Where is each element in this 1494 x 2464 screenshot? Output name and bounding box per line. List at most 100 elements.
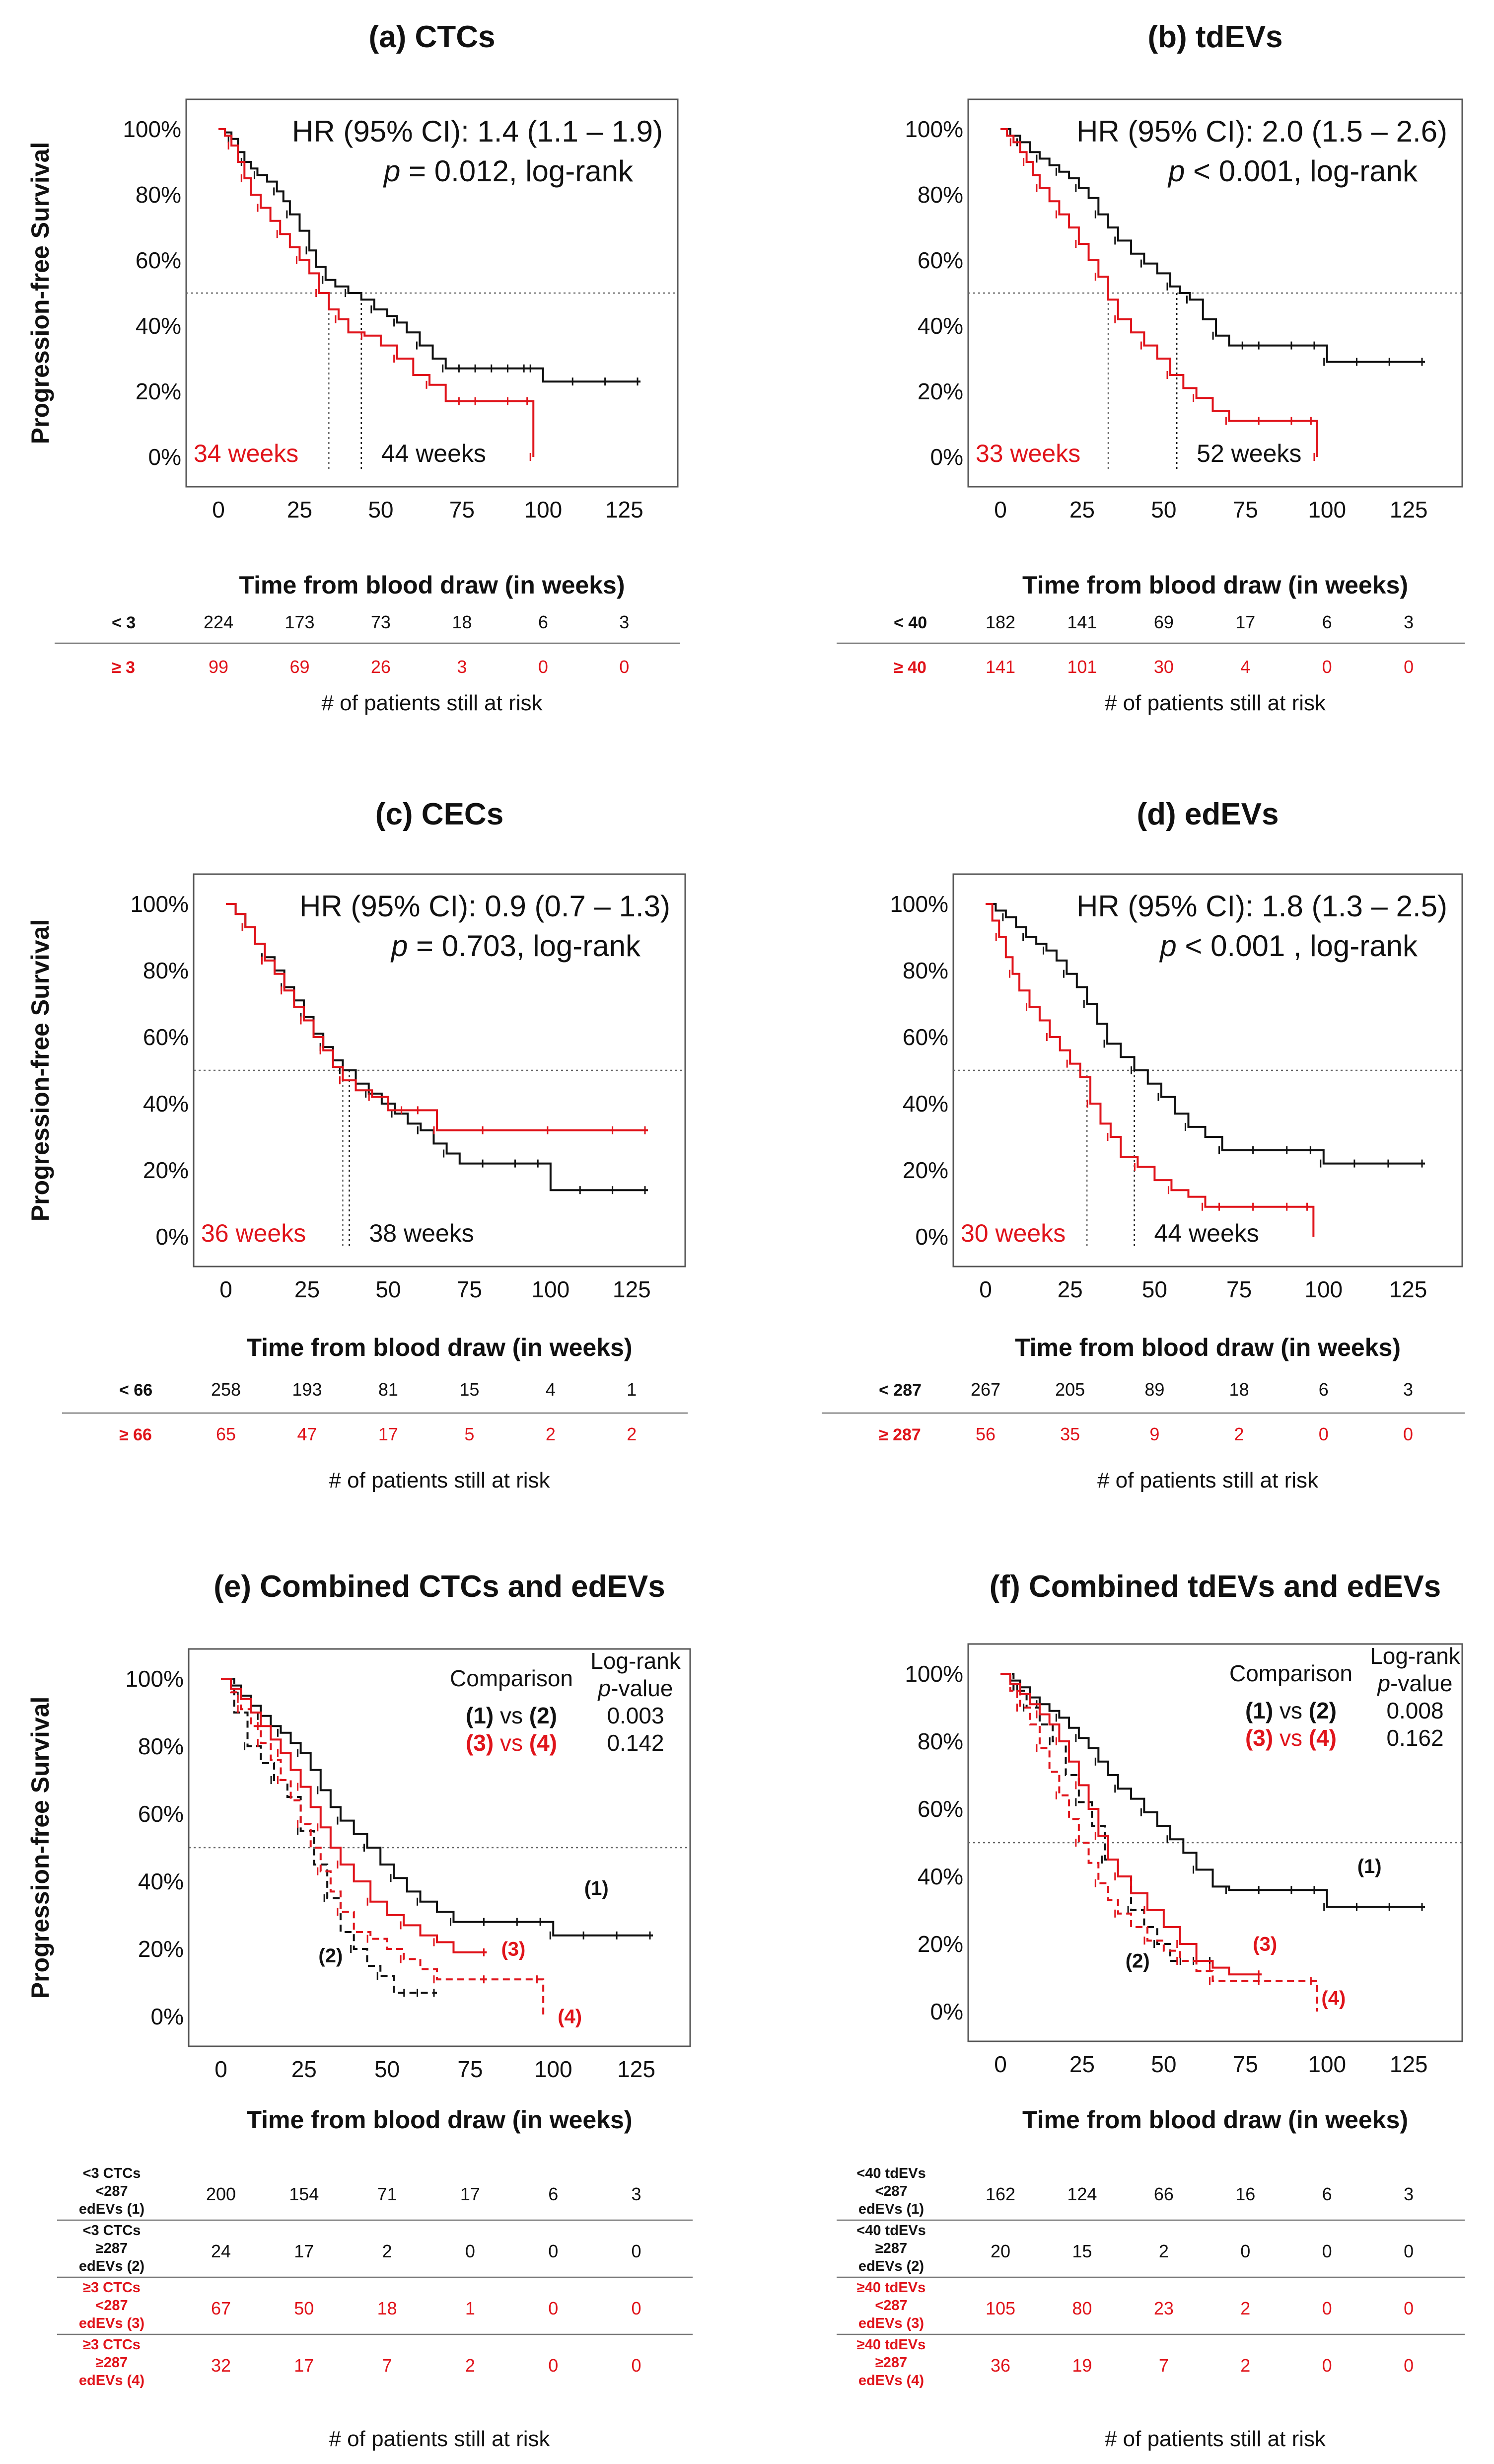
risk-value: 258 — [211, 1379, 241, 1400]
risk-value: 3 — [1404, 2184, 1414, 2204]
risk-row-label: <3 CTCs — [83, 2223, 141, 2239]
risk-row-label: ≥40 tdEVs — [857, 2280, 925, 2296]
panel-title: (e) Combined CTCs and edEVs — [213, 1569, 665, 1604]
risk-value: 4 — [546, 1379, 556, 1400]
panel-a: (a) CTCs Progression-free Survival 0% 20% 40… — [26, 20, 680, 715]
median-label: 44 weeks — [1154, 1219, 1259, 1247]
risk-value: 69 — [1154, 612, 1174, 632]
comparison-pair: (1) vs (2) — [466, 1703, 557, 1728]
y-tick-label: 100% — [890, 891, 948, 917]
risk-row-label: ≥3 CTCs — [83, 2337, 141, 2353]
hazard-ratio-label: HR (95% CI): — [292, 115, 477, 148]
y-tick-label: 0% — [930, 444, 963, 470]
x-tick-label: 50 — [368, 497, 393, 523]
risk-row-label: < 3 — [112, 613, 136, 632]
y-tick-label: 60% — [136, 247, 181, 273]
y-axis-label: Progression-free Survival — [26, 1697, 54, 1999]
x-axis-label: Time from blood draw (in weeks) — [247, 1334, 633, 1361]
median-label: 30 weeks — [961, 1219, 1066, 1247]
risk-row-label: < 287 — [879, 1381, 922, 1400]
y-tick-label: 60% — [138, 1801, 184, 1827]
comparison-pair: (3) vs (4) — [466, 1730, 557, 1756]
panel-title: (d) edEVs — [1137, 797, 1279, 831]
curve-label: (2) — [1126, 1950, 1150, 1972]
panel-title-prefix: (a) — [369, 20, 415, 54]
risk-footer: # of patients still at risk — [329, 1468, 550, 1493]
risk-value: 141 — [1067, 612, 1097, 632]
survival-curve — [226, 903, 648, 1192]
vs: vs — [1273, 1698, 1309, 1723]
y-tick-label: 40% — [918, 313, 963, 339]
survival-curve — [986, 903, 1315, 1237]
risk-value: 1 — [627, 1379, 637, 1400]
risk-value: 15 — [1072, 2241, 1092, 2261]
x-tick-label: 50 — [375, 1276, 401, 1302]
y-tick-label: 100% — [905, 116, 963, 142]
y-tick-label: 40% — [903, 1091, 948, 1117]
x-tick-label: 75 — [1233, 497, 1258, 523]
p-value: = 0.012, log-rank — [400, 154, 634, 188]
risk-value: 99 — [209, 657, 228, 677]
risk-row-label: edEVs (3) — [79, 2315, 144, 2331]
risk-row-label: ≥287 — [96, 2240, 128, 2256]
p-symbol: p — [1159, 929, 1176, 963]
risk-value: 193 — [292, 1379, 322, 1400]
risk-value: 30 — [1154, 657, 1174, 677]
x-tick-label: 0 — [212, 497, 225, 523]
group-b: (4) — [1309, 1725, 1337, 1751]
risk-value: 0 — [1319, 1424, 1329, 1444]
risk-value: 3 — [619, 612, 629, 632]
survival-curve — [226, 903, 648, 1131]
group-b: (4) — [529, 1730, 557, 1756]
comparison-p-value: 0.162 — [1386, 1725, 1443, 1751]
x-tick-label: 50 — [1151, 497, 1176, 523]
comparison-pair: (3) vs (4) — [1245, 1725, 1337, 1751]
panel-f: (f) Combined tdEVs and edEVs 0% 20% 40% 60% 8… — [837, 1569, 1465, 2451]
group-a: (1) — [1245, 1698, 1273, 1723]
risk-value: 17 — [1235, 612, 1255, 632]
p-value-text: p < 0.001 , log-rank — [1159, 929, 1418, 963]
risk-value: 0 — [1322, 657, 1332, 677]
survival-curve — [218, 128, 640, 383]
comparison-p-value: 0.008 — [1386, 1698, 1443, 1723]
risk-row-label: edEVs (2) — [858, 2258, 924, 2274]
risk-value: 124 — [1067, 2184, 1097, 2204]
risk-value: 20 — [991, 2241, 1010, 2261]
risk-row-label: <40 tdEVs — [856, 2165, 925, 2181]
risk-value: 18 — [1229, 1379, 1249, 1400]
risk-value: 2 — [1240, 2355, 1250, 2376]
risk-value: 101 — [1067, 657, 1097, 677]
comparison-pair: (1) vs (2) — [1245, 1698, 1337, 1723]
survival-curve — [1000, 128, 1425, 363]
y-tick-label: 80% — [918, 182, 963, 208]
y-tick-label: 20% — [903, 1157, 948, 1183]
logrank-header: Log-rank — [590, 1648, 681, 1674]
risk-value: 0 — [548, 2298, 558, 2318]
hazard-ratio-label: HR (95% CI): — [1076, 890, 1262, 923]
curve-label: (3) — [501, 1939, 525, 1960]
y-tick-label: 80% — [138, 1733, 184, 1759]
risk-value: 36 — [991, 2355, 1010, 2376]
risk-value: 17 — [294, 2355, 314, 2376]
y-tick-label: 40% — [136, 313, 181, 339]
risk-value: 0 — [1322, 2241, 1332, 2261]
survival-curve — [986, 903, 1425, 1165]
hazard-ratio-value: 0.9 (0.7 – 1.3) — [485, 890, 670, 923]
risk-value: 0 — [619, 657, 629, 677]
p-symbol: p — [383, 154, 400, 188]
y-tick-label: 80% — [136, 182, 181, 208]
y-tick-label: 80% — [903, 958, 948, 983]
x-tick-label: 25 — [1069, 2051, 1095, 2077]
risk-value: 0 — [538, 657, 548, 677]
risk-value: 0 — [632, 2355, 641, 2376]
risk-value: 141 — [986, 657, 1015, 677]
risk-value: 2 — [546, 1424, 556, 1444]
x-tick-label: 50 — [374, 2056, 400, 2082]
p-value-text: p < 0.001, log-rank — [1167, 154, 1418, 188]
p-value: = 0.703, log-rank — [408, 929, 641, 963]
risk-row-label: <287 — [875, 2183, 907, 2199]
p-value-header-rest: -value — [1390, 1670, 1452, 1696]
survival-curve — [1000, 1673, 1318, 2012]
y-tick-label: 100% — [123, 116, 181, 142]
risk-value: 5 — [464, 1424, 474, 1444]
